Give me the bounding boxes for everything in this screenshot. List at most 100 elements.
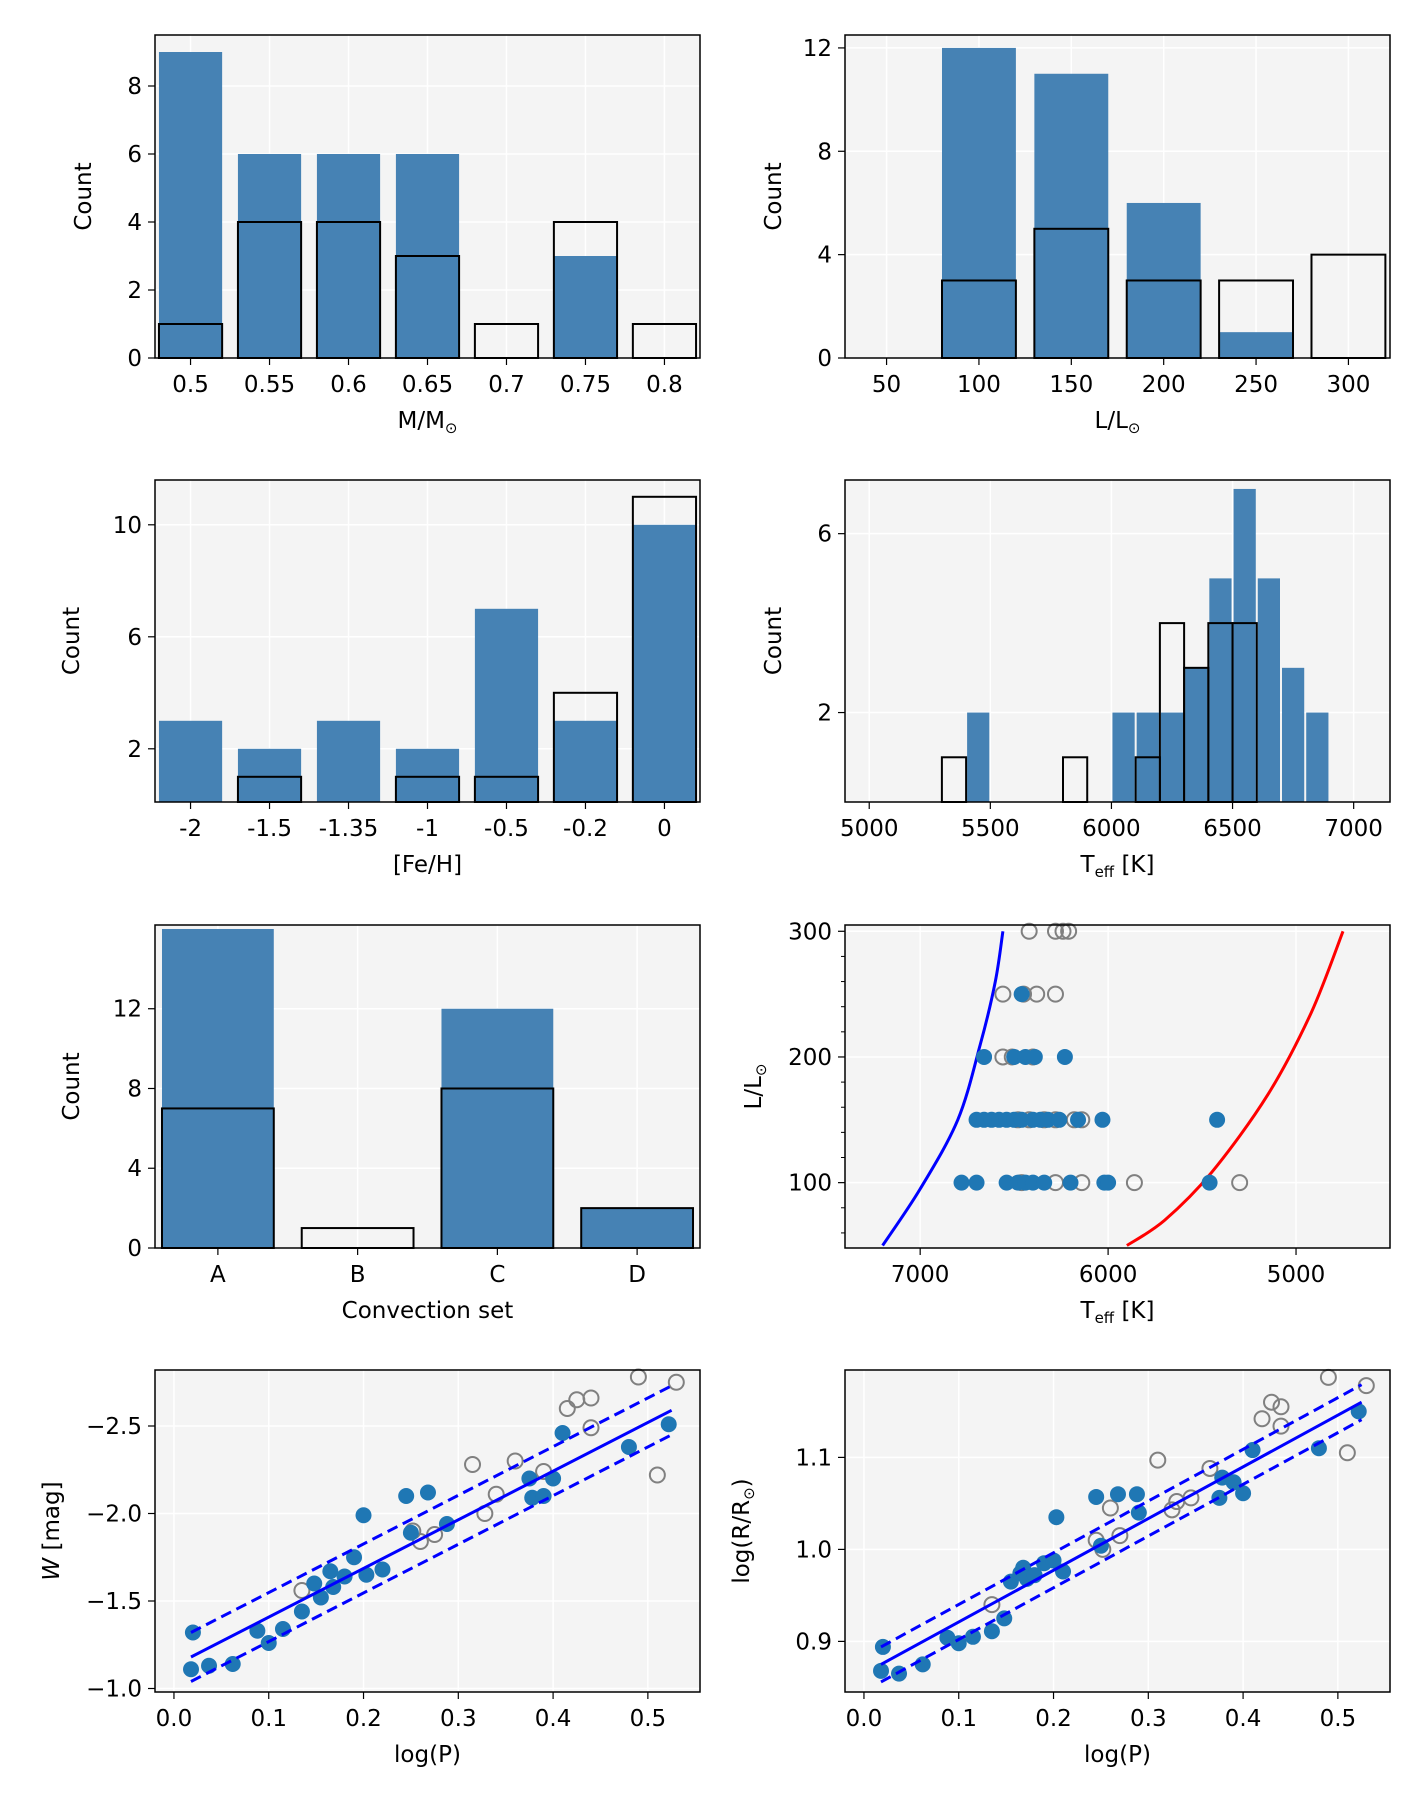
x-tick-label: A [210,1262,226,1288]
point-filled [1024,1174,1041,1191]
point-filled [998,1174,1015,1191]
x-tick-label: 0.4 [1225,1706,1262,1732]
bar-filled [1306,712,1329,802]
point-filled [554,1425,571,1441]
x-tick-label: 100 [957,372,1001,398]
x-tick-label: 5000 [1267,1262,1326,1288]
point-filled [346,1549,363,1566]
x-axis-label: Teff [K] [1080,1298,1155,1327]
point-filled [1026,1048,1043,1065]
bar-filled [1185,667,1208,802]
point-open [1046,985,1064,1003]
y-tick-label: 6 [817,522,832,548]
x-tick-label: D [628,1262,646,1288]
point-filled [1056,1048,1073,1065]
bar-filled [967,712,990,802]
point-open [1272,1398,1290,1416]
x-tick-label: 0.3 [440,1706,477,1732]
x-tick-label: 5500 [961,816,1020,842]
x-label-sub: eff [1095,1309,1115,1327]
y-axis-label: Count [59,607,85,675]
point-filled [983,1623,1000,1640]
x-axis-label: M/M⊙ [397,408,457,437]
point-open [667,1373,685,1391]
bar-filled [1160,712,1184,802]
point-filled [1201,1174,1218,1191]
x-tick-label: 0.7 [488,372,525,398]
point-open [293,1582,311,1599]
point-filled [374,1561,391,1578]
point-open [1054,922,1072,940]
x-label-sub: eff [1095,863,1115,881]
point-filled [964,1628,981,1645]
y-tick-label: −2.5 [86,1414,142,1440]
point-open [1149,1451,1167,1469]
point-filled [1013,986,1030,1003]
point-open [1046,922,1064,940]
bar-filled [1112,712,1135,802]
y-tick-label: 1.1 [795,1445,832,1471]
x-tick-label: 300 [1326,372,1370,398]
y-tick-label: 8 [127,1076,142,1102]
bar-filled [1233,488,1256,802]
bar-filled [1209,578,1232,802]
x-axis-label: Convection set [342,1298,514,1324]
bar-filled [941,47,1016,359]
point-filled [1036,1174,1053,1191]
point-filled [950,1635,967,1652]
x-tick-label: 6000 [1082,816,1141,842]
y-tick-label: 1.0 [795,1537,832,1563]
x-label-main: L/L [1095,408,1129,434]
axes-frame [154,924,701,1249]
y-tick-label: 300 [788,919,832,945]
x-tick-label: 0.5 [172,372,209,398]
point-filled [1088,1488,1105,1505]
point-filled [1128,1486,1145,1503]
point-filled [1109,1486,1126,1503]
y-tick-label: −2.0 [86,1502,142,1528]
y-label-main: Count [71,162,97,230]
point-open [582,1419,600,1437]
point-filled [224,1656,241,1672]
y-label-main: Count [59,1052,85,1120]
x-label-main: Convection set [342,1298,514,1324]
y-tick-label: 100 [788,1171,832,1197]
y-label-italic: W [39,1557,65,1581]
x-label-main: T [1080,1298,1096,1324]
bar-filled [1257,578,1280,802]
point-filled [1225,1474,1242,1491]
y-tick-label: 2 [127,278,142,304]
y-tick-label: 2 [127,737,142,763]
x-tick-label: 0 [657,816,672,842]
x-tick-label: 0.65 [402,372,453,398]
x-tick-label: C [489,1262,505,1288]
bar-filled [316,154,381,358]
y-label-main: Count [59,607,85,675]
bar-filled [553,256,618,358]
fit-upper-bound [190,1384,673,1634]
x-tick-label: 0.2 [1035,1706,1072,1732]
point-filled [355,1507,372,1524]
y-tick-label: 200 [788,1045,832,1071]
y-label-sub: ⊙ [752,1064,770,1077]
bar-filled [237,154,302,358]
x-tick-label: 0.4 [535,1706,572,1732]
x-tick-label: 5000 [840,816,899,842]
point-filled [953,1174,970,1191]
x-tick-label: 7000 [1324,816,1383,842]
bar-filled [632,524,697,802]
axes-frame [844,924,1391,1249]
plot-area [845,925,1390,1248]
point-filled [1051,1111,1068,1128]
x-axis-label: log(P) [1084,1742,1151,1768]
x-tick-label: 0.0 [846,1706,883,1732]
x-label-main: log(P) [1084,1742,1151,1768]
x-tick-label: -2 [179,816,202,842]
x-tick-label: 0.0 [156,1706,193,1732]
panel-teff: 5000 5500 6000 6500 7000 2 6 Teff [K] Count [761,479,1391,881]
x-tick-label: 6000 [1079,1262,1138,1288]
axes-frame [844,1369,1391,1693]
point-filled [306,1575,323,1592]
axes-frame [844,479,1391,803]
